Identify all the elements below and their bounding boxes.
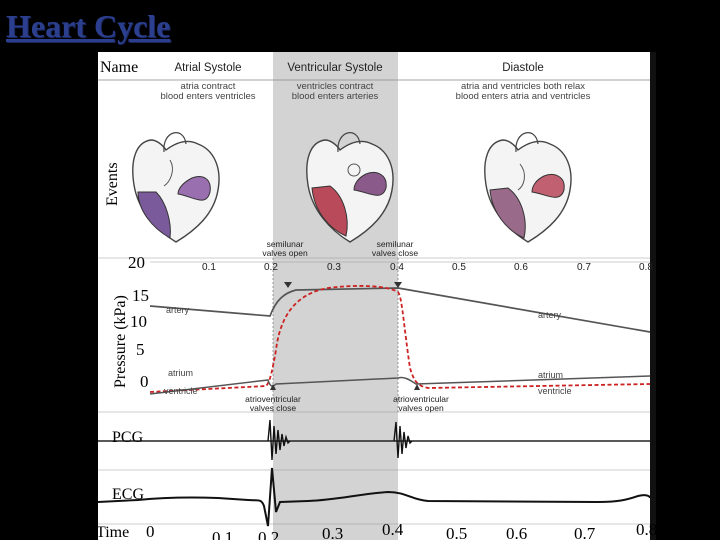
heart-cycle-figure: Name Events Pressure (kPa) PCG ECG Time … — [98, 52, 656, 540]
time-axis-tick: 0.8 — [636, 520, 656, 539]
pcg-first-sound — [267, 419, 291, 461]
inner-time-tick: 0.3 — [327, 262, 341, 273]
heart-ventricular-systole-icon — [306, 132, 394, 243]
pressure-tick-15: 15 — [132, 286, 149, 305]
annotation-av-open: atrioventricular valves open — [393, 394, 449, 413]
inner-time-tick: 0.5 — [452, 262, 466, 273]
artery-pressure-curve — [149, 287, 651, 333]
ecg-trace — [98, 467, 651, 527]
inner-time-tick: 0.4 — [390, 262, 404, 273]
phase-diastole-title: Diastole — [502, 62, 544, 74]
pcg-trace — [98, 419, 650, 461]
ecg-line — [98, 467, 651, 527]
inner-time-tick: 0.2 — [264, 262, 278, 273]
curve-label-atrium-left: atrium — [168, 368, 194, 378]
time-axis-tick: 0.6 — [506, 524, 528, 540]
curve-label-atrium-right: atrium — [538, 370, 564, 380]
time-axis-tick: 0.5 — [446, 524, 468, 540]
phase-atrial-systole-title: Atrial Systole — [174, 62, 242, 74]
phase-ventricular-systole-title: Ventricular Systole — [287, 62, 383, 74]
time-axis-tick: 0.7 — [574, 524, 596, 540]
curve-label-artery-right: artery — [538, 310, 562, 320]
inner-time-tick: 0.6 — [514, 262, 528, 273]
time-axis-tick: 0 — [146, 522, 155, 540]
ventricular-systole-shade — [273, 52, 398, 540]
time-axis-tick: 0.3 — [322, 524, 344, 540]
curve-label-ventricle-left: ventricle — [164, 386, 198, 396]
figure-right-border — [650, 52, 656, 540]
annotation-av-close: atrioventricular valves close — [245, 394, 301, 413]
row-label-name: Name — [100, 59, 139, 76]
row-label-pressure: Pressure (kPa) — [112, 295, 129, 388]
semilunar-open-arrow — [284, 282, 292, 288]
slide-title: Heart Cycle — [6, 8, 171, 44]
inner-time-tick: 0.7 — [577, 262, 591, 273]
pressure-tick-5: 5 — [136, 340, 145, 359]
phase-ventricular-systole-desc: ventricles contract blood enters arteries — [291, 81, 379, 102]
pressure-tick-20: 20 — [128, 253, 145, 272]
row-label-events: Events — [104, 162, 121, 206]
inner-time-tick: 0.1 — [202, 262, 216, 273]
annotation-semilunar-open: semilunar valves open — [262, 239, 308, 258]
inner-time-tick: 0.8 — [639, 262, 653, 273]
pressure-tick-10: 10 — [130, 312, 147, 331]
time-axis-tick: 0.4 — [382, 520, 404, 539]
row-label-ecg: ECG — [112, 486, 144, 503]
curve-label-artery-left: artery — [166, 305, 190, 315]
row-label-time: Time — [98, 524, 130, 540]
time-axis-tick: 0.1 — [212, 528, 234, 540]
row-label-pcg: PCG — [112, 429, 144, 446]
av-close-arrow — [270, 384, 276, 390]
annotation-semilunar-close: semilunar valves close — [371, 239, 419, 258]
heart-atrial-systole-icon — [132, 132, 220, 243]
curve-label-ventricle-right: ventricle — [538, 386, 572, 396]
atrium-pressure-curve — [149, 375, 651, 395]
pcg-second-sound — [393, 421, 413, 459]
phase-diastole-desc: atria and ventricles both relax blood ent… — [455, 81, 591, 102]
time-axis-tick: 0.2 — [258, 528, 280, 540]
semilunar-close-arrow — [394, 282, 402, 288]
pressure-tick-0: 0 — [140, 372, 149, 391]
heart-diastole-icon — [484, 132, 572, 243]
phase-atrial-systole-desc: atria contract blood enters ventricles — [160, 81, 256, 102]
figure-graphics — [98, 52, 656, 540]
pressure-plot — [149, 258, 651, 412]
av-open-arrow — [414, 384, 420, 390]
ventricle-pressure-curve — [149, 285, 651, 393]
